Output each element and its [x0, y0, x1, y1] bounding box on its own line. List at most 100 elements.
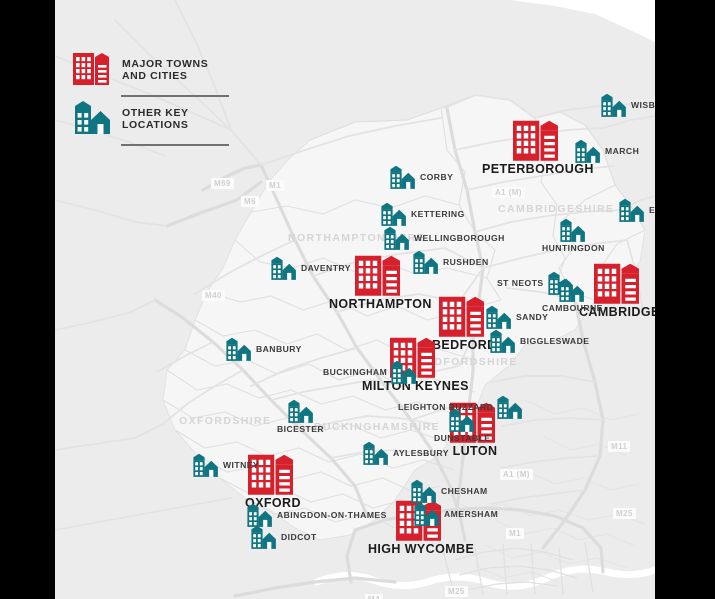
- map-marker-sandy[interactable]: SANDY: [485, 305, 548, 329]
- legend-item-major: MAJOR TOWNS AND CITIES: [73, 48, 233, 95]
- other-location-icon: [246, 503, 274, 527]
- map-marker-label-peterborough: PETERBOROUGH: [482, 162, 594, 176]
- other-location-icon: [496, 395, 524, 419]
- map-marker-amersham[interactable]: AMERSHAM: [413, 502, 498, 526]
- other-location-icon: [412, 250, 440, 274]
- other-location-icon: [192, 453, 220, 477]
- other-location-icon: [287, 399, 315, 423]
- other-location-icon: [413, 502, 441, 526]
- left-letterbox: [0, 0, 55, 599]
- map-canvas[interactable]: MAJOR TOWNS AND CITIES: [55, 0, 655, 599]
- map-marker-huntingdon[interactable]: HUNTINGDON: [542, 218, 605, 253]
- motorway-shield-a1m-north: A1 (M): [492, 187, 525, 198]
- map-marker-buckingham[interactable]: BUCKINGHAM: [323, 360, 418, 384]
- other-location-icon: [383, 226, 411, 250]
- major-city-icon: [355, 253, 405, 296]
- motorway-shield-m1-north: M1: [266, 180, 284, 191]
- map-marker-rushden[interactable]: RUSHDEN: [412, 250, 489, 274]
- motorway-shield-m4: M4: [365, 594, 383, 599]
- motorway-shield-m69: M69: [211, 178, 234, 189]
- map-marker-label-chesham: CHESHAM: [441, 486, 488, 496]
- legend-label-other: OTHER KEY LOCATIONS: [122, 107, 189, 131]
- map-marker-cambridge[interactable]: CAMBRIDGE: [579, 261, 655, 319]
- map-marker-chesham[interactable]: CHESHAM: [410, 479, 488, 503]
- map-marker-dunstable[interactable]: DUNSTABLE: [434, 408, 490, 443]
- legend-item-other: OTHER KEY LOCATIONS: [73, 97, 233, 144]
- map-marker-kettering[interactable]: KETTERING: [380, 202, 465, 226]
- county-label-oxfordshire: OXFORDSHIRE: [179, 415, 272, 427]
- map-marker-march[interactable]: MARCH: [574, 139, 639, 163]
- major-city-icon: [247, 452, 298, 495]
- other-location-icon: [559, 218, 587, 242]
- map-marker-cambourne[interactable]: CAMBOURNE: [542, 278, 603, 313]
- major-city-icon: [594, 261, 644, 304]
- other-location-icon: [225, 337, 253, 361]
- map-marker-peterborough[interactable]: PETERBOROUGH: [482, 118, 594, 176]
- motorway-shield-m1-south: M1: [506, 528, 524, 539]
- map-marker-label-high-wycombe: HIGH WYCOMBE: [368, 542, 475, 556]
- map-marker-label-bicester: BICESTER: [277, 424, 325, 434]
- map-marker-witney[interactable]: WITNEY: [192, 453, 259, 477]
- map-marker-northampton[interactable]: NORTHAMPTON: [329, 253, 432, 311]
- county-label-bedfordshire: BEDFORDSHIRE: [417, 356, 518, 368]
- other-location-icon: [390, 360, 418, 384]
- motorway-shield-m11-north: M11: [608, 441, 631, 452]
- major-city-icon: [73, 51, 113, 90]
- map-marker-label-wellingborough: WELLINGBOROUGH: [414, 233, 505, 243]
- map-marker-label-rushden: RUSHDEN: [443, 257, 489, 267]
- map-marker-label-huntingdon: HUNTINGDON: [542, 243, 605, 253]
- map-marker-label-leighton-buzzard: LEIGHTON BUZZARD: [398, 402, 494, 412]
- map-marker-biggleswade[interactable]: BIGGLESWADE: [489, 329, 589, 353]
- map-marker-daventry[interactable]: DAVENTRY: [270, 256, 351, 280]
- map-marker-corby[interactable]: CORBY: [389, 165, 453, 189]
- right-letterbox: [655, 0, 715, 599]
- map-marker-bedford[interactable]: BEDFORD: [432, 294, 497, 352]
- other-location-icon: [489, 329, 517, 353]
- map-marker-label-dunstable: DUNSTABLE: [434, 433, 491, 443]
- map-marker-label-bedford: BEDFORD: [432, 338, 497, 352]
- map-marker-label-banbury: BANBURY: [256, 344, 302, 354]
- map-marker-ely[interactable]: ELY: [618, 198, 655, 222]
- map-marker-label-corby: CORBY: [420, 172, 454, 182]
- other-location-icon: [574, 139, 602, 163]
- map-marker-aylesbury[interactable]: AYLESBURY: [362, 441, 449, 465]
- motorway-shield-m40-north: M40: [202, 290, 225, 301]
- map-marker-label-abingdon-on-thames: ABINGDON-ON-THAMES: [277, 510, 387, 520]
- map-marker-oxford[interactable]: OXFORD: [245, 452, 301, 510]
- motorway-shield-m6: M6: [241, 196, 259, 207]
- map-marker-banbury[interactable]: BANBURY: [225, 337, 302, 361]
- legend-label-major: MAJOR TOWNS AND CITIES: [122, 58, 209, 82]
- county-label-buckinghamshire: BUCKINGHAMSHIRE: [314, 421, 440, 433]
- map-marker-bicester[interactable]: BICESTER: [277, 399, 324, 434]
- map-marker-wisbech[interactable]: WISBECH: [600, 93, 655, 117]
- major-city-icon: [439, 294, 489, 337]
- legend-divider-2: [121, 144, 229, 146]
- map-marker-label-march: MARCH: [605, 146, 640, 156]
- map-marker-label-sandy: SANDY: [516, 312, 549, 322]
- map-marker-label-northampton: NORTHAMPTON: [329, 297, 432, 311]
- legend-divider-1: [121, 95, 229, 97]
- other-location-icon: [600, 93, 628, 117]
- motorway-shield-m25-east: M25: [613, 508, 636, 519]
- map-marker-label-wisbech: WISBECH: [631, 100, 655, 110]
- other-location-icon: [618, 198, 646, 222]
- map-marker-leighton-buzzard[interactable]: LEIGHTON BUZZARD: [398, 395, 524, 419]
- map-marker-abingdon-on-thames[interactable]: ABINGDON-ON-THAMES: [246, 503, 387, 527]
- map-marker-label-kettering: KETTERING: [411, 209, 465, 219]
- map-marker-label-aylesbury: AYLESBURY: [393, 448, 449, 458]
- map-marker-didcot[interactable]: DIDCOT: [250, 525, 317, 549]
- map-marker-wellingborough[interactable]: WELLINGBOROUGH: [383, 226, 505, 250]
- map-marker-label-milton-keynes: MILTON KEYNES: [362, 379, 469, 393]
- motorway-shield-m25-south: M25: [445, 586, 468, 597]
- county-label-cambridgeshire: CAMBRIDGESHIRE: [498, 203, 615, 215]
- other-location-icon: [73, 100, 113, 139]
- map-marker-label-didcot: DIDCOT: [281, 532, 317, 542]
- other-location-icon: [485, 305, 513, 329]
- map-marker-label-ely: ELY: [649, 205, 655, 215]
- other-location-icon: [558, 278, 586, 302]
- major-city-icon: [512, 118, 563, 161]
- other-location-icon: [270, 256, 298, 280]
- other-location-icon: [380, 202, 408, 226]
- map-marker-label-cambridge: CAMBRIDGE: [579, 305, 655, 319]
